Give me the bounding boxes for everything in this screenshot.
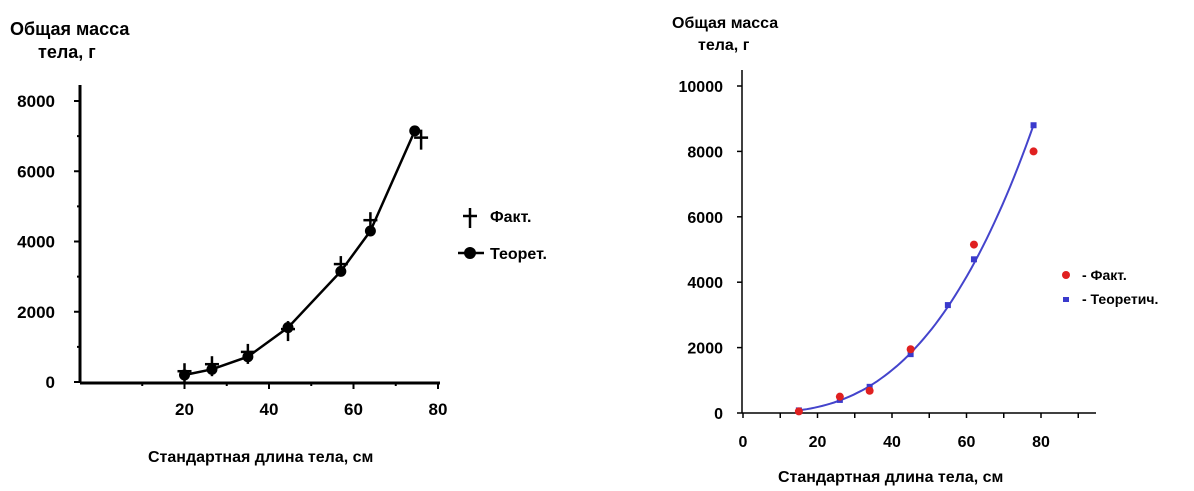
- right-plot-area: 0 2000 4000 6000 8000 10000 0 20 40 60 80: [679, 70, 1096, 451]
- legend-label-fact: Факт.: [490, 209, 531, 226]
- left-ylabel-line2: тела, г: [38, 42, 96, 62]
- right-x-tick-label: 60: [958, 434, 976, 451]
- right-fact-point: [794, 407, 803, 416]
- right-theor-point: [1030, 122, 1037, 129]
- right-fact-point: [835, 392, 844, 401]
- right-y-tick-label: 10000: [679, 79, 724, 96]
- left-fact-point: [240, 343, 255, 364]
- legend-blue-square-icon: [1063, 297, 1069, 302]
- left-theor-point: [409, 125, 421, 137]
- right-x-tick-label: 20: [809, 434, 827, 451]
- right-y-tick-label: 2000: [687, 341, 723, 358]
- right-xlabel: Стандартная длина тела, см: [778, 469, 1003, 486]
- right-y-tick-label: 8000: [687, 144, 723, 161]
- left-plot-area: 0 2000 4000 6000 8000 20 40 60 80: [17, 85, 447, 419]
- left-y-tick-label: 0: [46, 373, 55, 392]
- chart-left: Общая масса тела, г Стандартная длина те…: [10, 19, 547, 466]
- right-theor-point: [907, 351, 914, 358]
- left-legend: Факт. Теорет.: [458, 208, 547, 263]
- right-fact-point: [906, 345, 915, 354]
- left-x-tick-label: 20: [175, 400, 194, 419]
- left-fact-point: [281, 321, 296, 342]
- left-x-tick-label: 40: [260, 400, 279, 419]
- right-theor-point: [970, 256, 977, 263]
- right-fact-point: [1029, 147, 1038, 156]
- left-x-tick-label: 80: [429, 400, 448, 419]
- legend-label-theor-r: - Теоретич.: [1082, 291, 1158, 307]
- right-x-tick-label: 40: [883, 434, 901, 451]
- legend-label-theor: Теорет.: [490, 246, 547, 263]
- right-y-tick-label: 4000: [687, 275, 723, 292]
- legend-label-fact-r: - Факт.: [1082, 267, 1127, 283]
- right-fact-point: [969, 240, 978, 249]
- left-theor-line: [184, 130, 416, 377]
- left-y-tick-label: 2000: [17, 303, 55, 322]
- left-y-tick-label: 4000: [17, 233, 55, 252]
- left-fact-point: [204, 356, 219, 377]
- legend-circle-line-icon: [458, 247, 484, 259]
- left-fact-point: [333, 256, 348, 277]
- left-xlabel: Стандартная длина тела, см: [148, 449, 373, 466]
- left-ylabel-line1: Общая масса: [10, 19, 130, 39]
- right-ylabel-line2: тела, г: [698, 37, 750, 54]
- right-fact-point: [865, 386, 874, 395]
- left-y-tick-label: 8000: [17, 92, 55, 111]
- right-theor-point: [944, 302, 951, 309]
- right-ylabel-line1: Общая масса: [672, 15, 778, 32]
- right-theor-curve: [798, 124, 1035, 412]
- left-fact-point: [363, 212, 378, 233]
- chart-right: Общая масса тела, г Стандартная длина те…: [672, 15, 1158, 486]
- right-legend: - Факт. - Теоретич.: [1062, 267, 1158, 307]
- legend-cross-icon: [463, 208, 477, 228]
- left-x-tick-label: 60: [344, 400, 363, 419]
- left-fact-point: [414, 129, 429, 150]
- right-y-tick-label: 0: [714, 406, 723, 423]
- right-x-tick-label: 0: [739, 434, 748, 451]
- left-fact-point: [177, 363, 192, 384]
- legend-red-dot-icon: [1062, 271, 1070, 279]
- right-y-tick-label: 6000: [687, 210, 723, 227]
- left-y-tick-label: 6000: [17, 162, 55, 181]
- right-x-tick-label: 80: [1032, 434, 1050, 451]
